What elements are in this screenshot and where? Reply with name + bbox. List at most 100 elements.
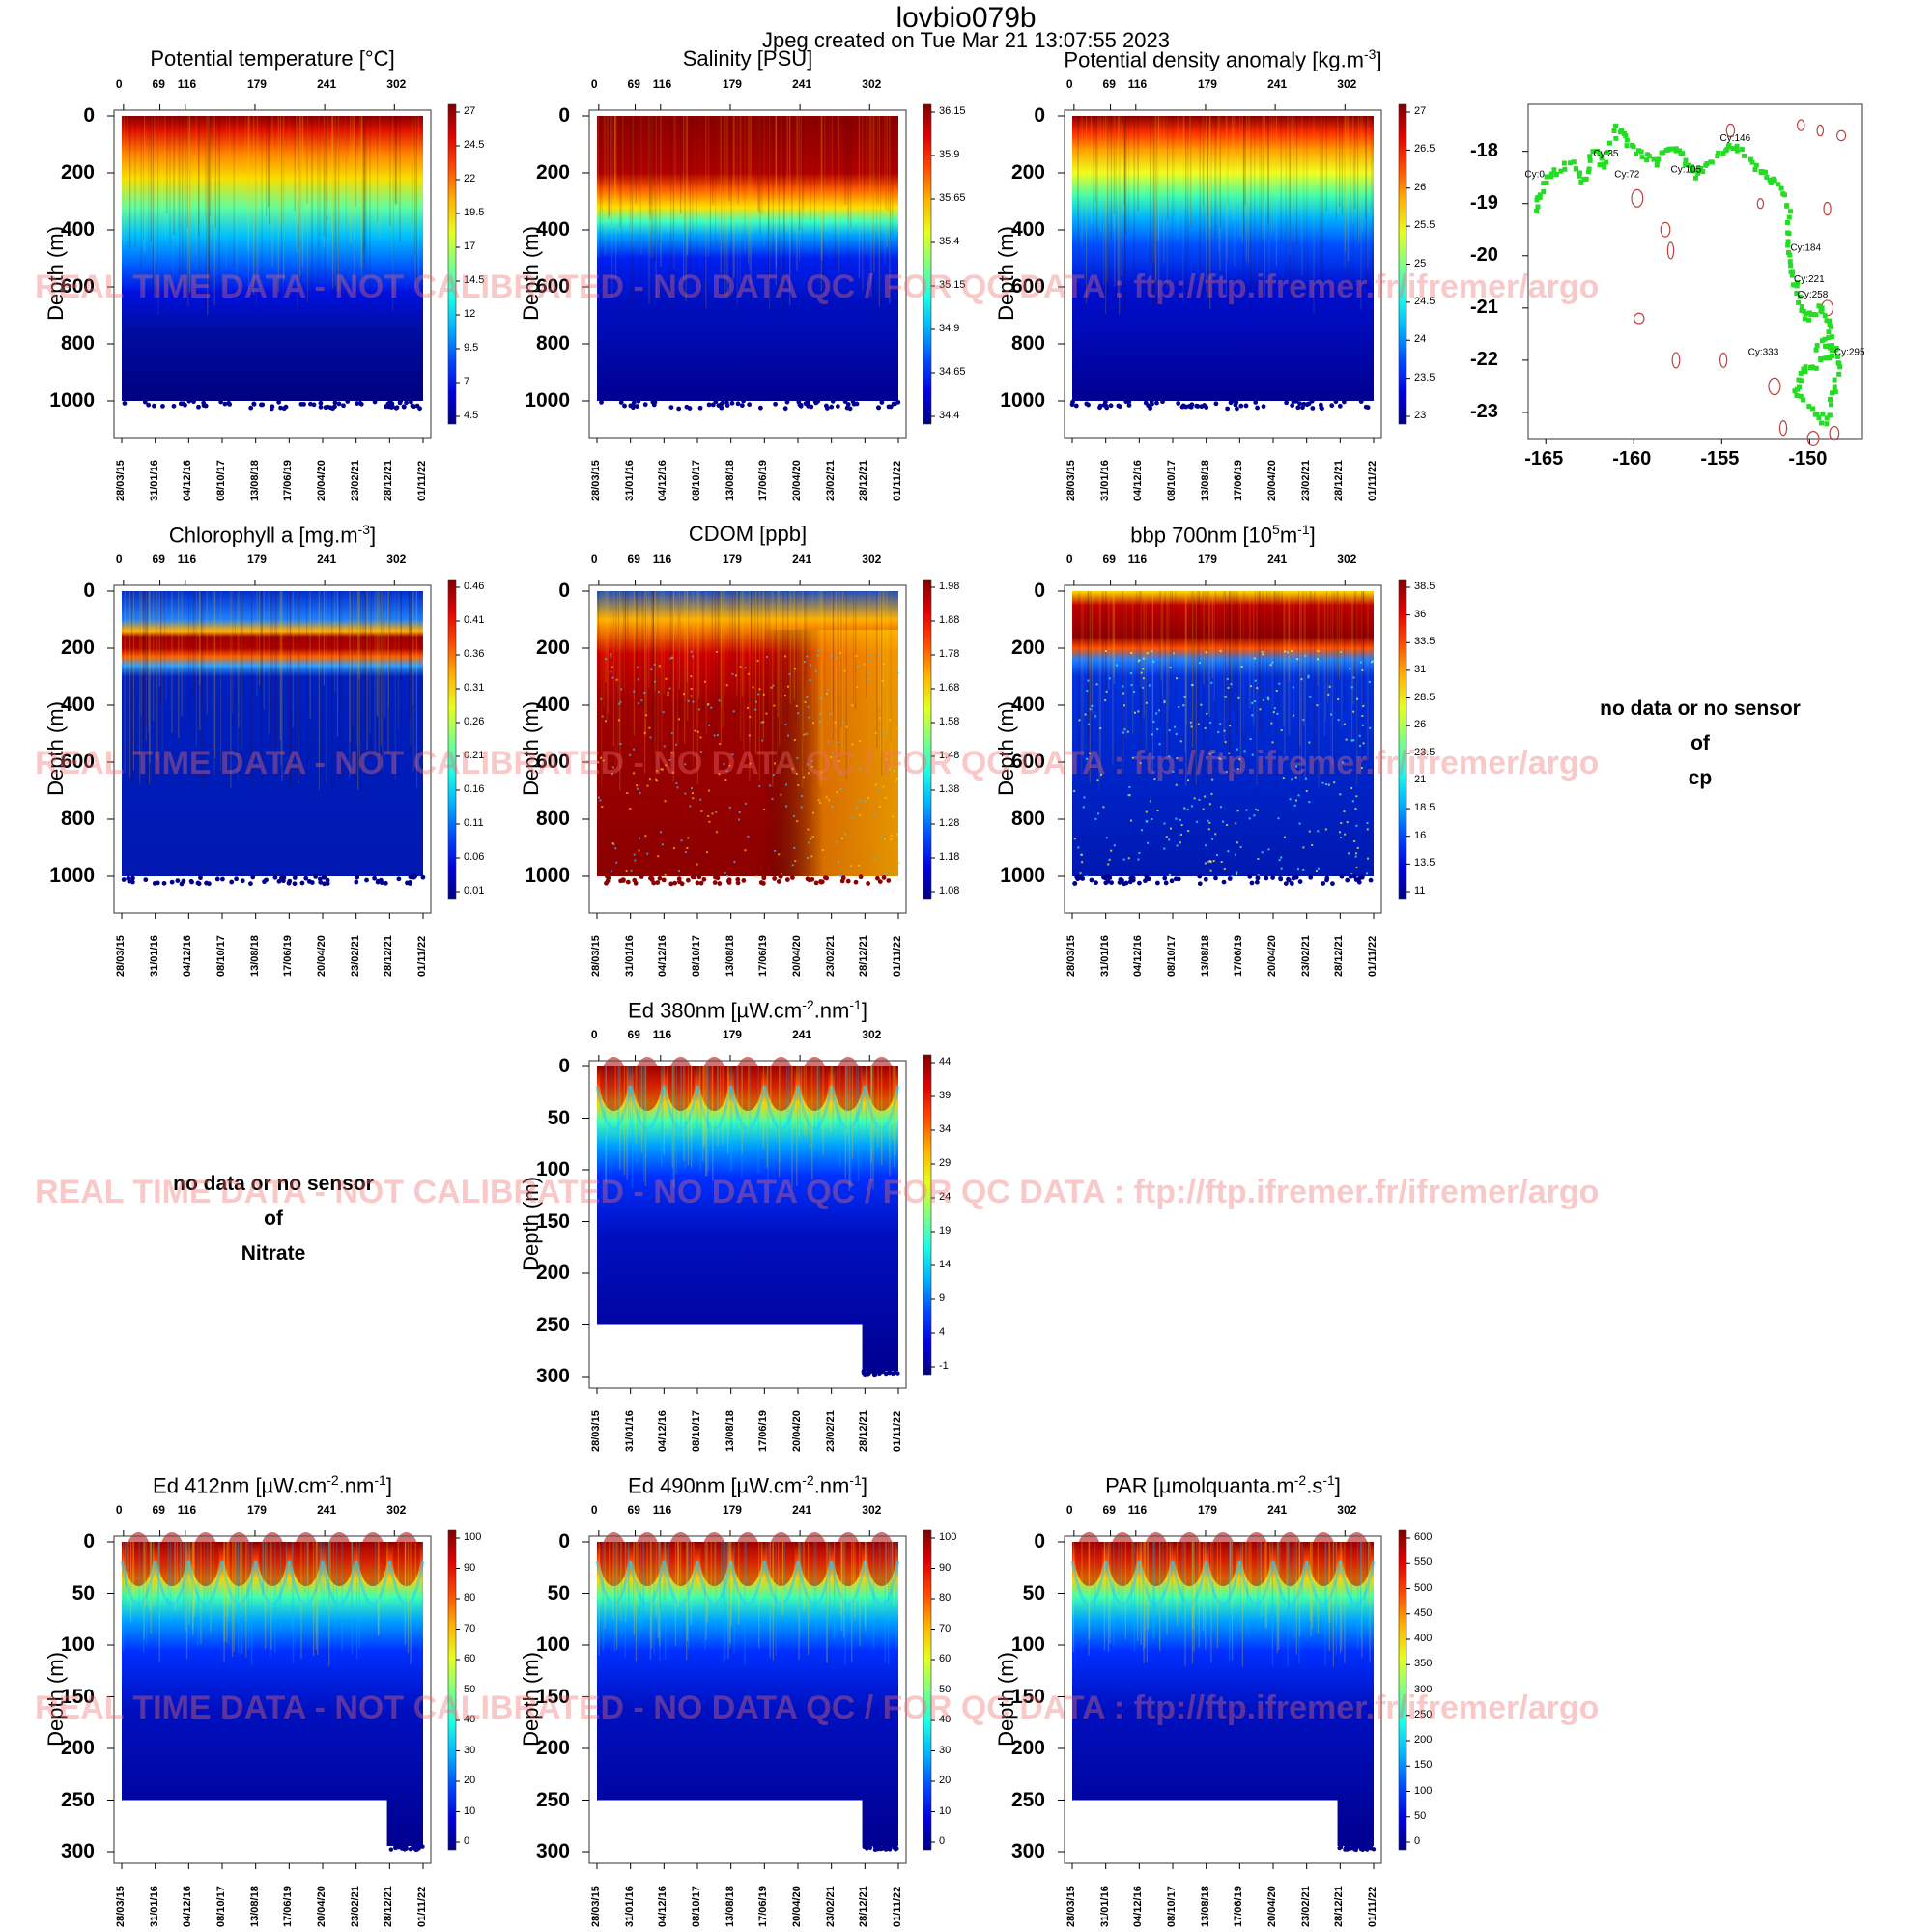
streak [210,1542,212,1635]
float-position [1613,135,1619,141]
speckle [675,782,678,785]
streak [1158,591,1160,718]
streak [319,116,321,274]
profile-bottom-dot [1255,405,1260,411]
speckle [761,739,764,742]
y-tick-label: 0 [83,1530,95,1552]
speckle [1178,706,1180,709]
streak [1242,116,1245,306]
map-y-tick-label: -19 [1470,191,1498,213]
streak [863,116,865,270]
streak [1208,591,1210,714]
streak [299,116,301,308]
streak [649,116,651,206]
profile-bottom-dot [776,879,781,884]
streak [131,591,133,785]
streak [198,116,200,275]
profile-bottom-dot [823,875,828,881]
streak [161,591,163,751]
streak [757,1066,759,1174]
speckle [636,666,639,668]
profile-bottom-dot [175,878,181,883]
speckle [1175,817,1178,820]
streak [199,591,201,730]
seasonal-wave [830,1085,867,1131]
seasonal-wave [762,1085,800,1131]
streak [690,1066,693,1168]
streak [409,591,411,700]
streak [188,1542,190,1607]
streak [410,591,412,719]
colorbar-label: 1.58 [939,716,960,727]
cycle-tick-label: 116 [177,77,197,91]
colorbar-label: 36.15 [939,105,966,117]
streak [1354,116,1356,210]
streak [271,591,273,712]
speckle [718,773,721,776]
profile-bottom-dot [625,879,631,885]
streak [208,116,210,249]
speckle [793,846,796,849]
profile-bottom-dot [636,398,641,404]
seasonal-wave [796,1560,834,1606]
streak [1206,116,1208,293]
profile-bottom-dot [397,400,403,406]
streak [330,116,333,233]
streak [200,1542,202,1645]
streak [652,591,654,767]
profile-bottom-dot [299,880,305,886]
speckle [610,870,612,873]
profile-bottom-dot [853,879,859,885]
streak [358,591,360,679]
streak [1344,116,1346,269]
speckle [1218,756,1221,759]
speckle [1271,741,1274,744]
profile-bottom-dot [695,880,700,886]
profile-bottom-dot [186,398,192,404]
streak [306,116,309,302]
speckle [710,706,713,709]
speckle [1369,726,1372,729]
profile-bottom-dot [809,404,814,410]
streak [309,591,311,720]
profile-bottom-dot [222,401,228,407]
float-position [1813,347,1819,353]
streak [1218,116,1220,253]
streak [188,116,190,225]
speckle [1353,839,1356,842]
speckle [656,770,659,773]
speckle [600,697,603,700]
streak [296,116,298,251]
speckle [809,679,811,682]
seasonal-surface-patch [358,1532,387,1586]
speckle [690,695,693,697]
speckle [1204,862,1207,865]
y-tick-label: 200 [60,1737,95,1759]
profile-bottom-dot [1103,403,1109,409]
speckle [845,725,848,728]
streak [235,1542,237,1602]
streak [299,116,301,277]
speckle [686,846,689,849]
profile-bottom-dot [396,876,402,882]
streak [283,116,285,282]
speckle [803,661,806,664]
streak [730,1542,732,1627]
streak [615,116,617,278]
streak [1119,116,1121,315]
streak [711,591,713,760]
colorbar-label: 0.06 [464,851,485,863]
streak [633,591,635,735]
y-tick-label: 800 [1010,332,1045,355]
speckle [1140,829,1143,832]
streak [1077,116,1079,264]
chart-title: Ed 490nm [µW.cm-2.nm-1] [628,1472,867,1498]
streak [417,116,419,278]
profile-bottom-dot [725,878,731,884]
speckle [731,753,734,756]
speckle [836,840,838,843]
speckle [1351,800,1354,803]
streak [1314,591,1316,776]
streak [1327,591,1329,703]
speckle [1294,799,1297,802]
